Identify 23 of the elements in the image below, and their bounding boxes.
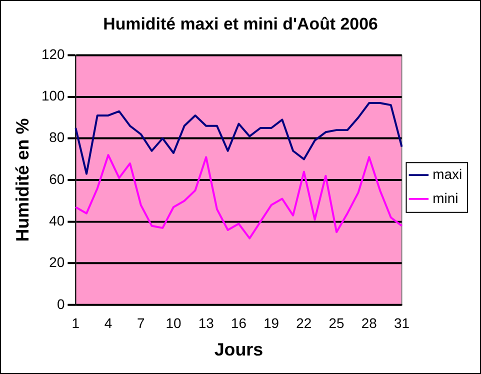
x-tick-label: 10 [166,315,182,332]
x-tick-label: 22 [296,315,312,332]
legend-label: mini [432,190,458,206]
y-tick-label: 60 [49,170,65,187]
y-axis-title: Humidité en % [12,118,33,242]
y-tick-label: 100 [41,88,65,104]
x-tick-label: 4 [104,315,112,332]
x-axis-title: Jours [214,339,264,360]
x-tick-label: 25 [328,315,345,332]
x-tick-label: 13 [198,315,214,332]
y-tick-label: 80 [49,129,65,146]
y-tick-label: 0 [56,296,65,312]
x-tick-label: 19 [264,315,280,332]
x-tick-label: 31 [394,315,410,332]
x-tick-label: 16 [230,315,247,332]
x-tick-label: 7 [136,315,145,332]
y-tick-label: 120 [41,46,65,62]
legend-label: maxi [432,166,462,182]
chart-title: Humidité maxi et mini d'Août 2006 [103,14,378,34]
x-tick-label: 1 [72,315,80,332]
x-tick-label: 28 [361,315,378,332]
y-tick-label: 20 [49,254,65,270]
y-tick-label: 40 [49,212,65,229]
